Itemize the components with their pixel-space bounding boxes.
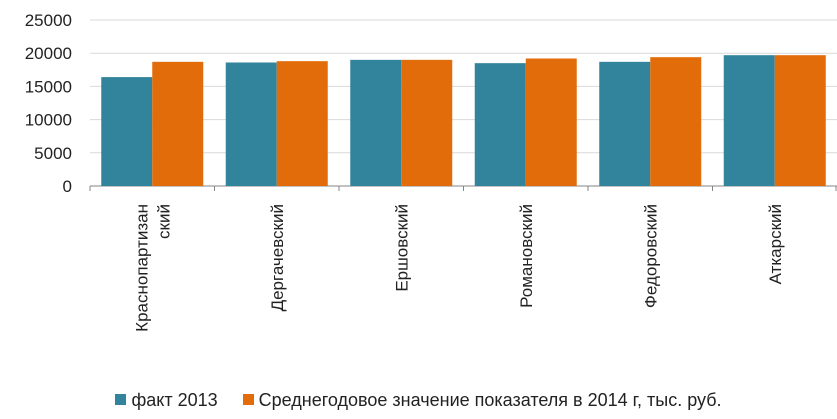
legend-item-average-2014: Среднегодовое значение показателя в 2014…: [242, 390, 722, 411]
y-tick-label: 25000: [25, 11, 72, 30]
bar: [401, 59, 453, 187]
bar: [599, 61, 651, 186]
bar: [650, 57, 702, 187]
bar: [152, 61, 204, 186]
bar: [101, 77, 153, 186]
x-tick-label: Аткарский: [766, 204, 785, 284]
legend-swatch-average-2014: [242, 394, 254, 405]
y-axis: 0 5000 10000 15000 20000 25000: [25, 11, 72, 196]
bar: [774, 55, 826, 186]
bar: [525, 58, 577, 186]
legend-label-fact-2013: факт 2013: [131, 390, 218, 410]
bar: [474, 63, 526, 186]
y-tick-label: 10000: [25, 111, 72, 130]
legend: факт 2013 Среднегодовое значение показат…: [0, 390, 837, 411]
x-tick-label: ский: [154, 204, 173, 239]
x-tick-label: Краснопартизан: [132, 204, 151, 332]
bar: [723, 55, 775, 186]
bar: [225, 62, 277, 186]
x-tick-label: Дергачевский: [268, 204, 287, 311]
legend-label-average-2014: Среднегодовое значение показателя в 2014…: [258, 390, 722, 410]
bars: [101, 55, 826, 187]
x-tick-label: Федоровский: [641, 204, 660, 308]
x-axis: Краснопартизан ский Дергачевский Ершовский Р…: [89, 186, 837, 332]
x-tick-label: Романовский: [517, 204, 536, 308]
y-tick-label: 20000: [25, 44, 72, 63]
legend-swatch-fact-2013: [115, 394, 127, 405]
bar: [350, 59, 402, 187]
bar: [276, 61, 328, 186]
x-tick-label: Ершовский: [392, 204, 411, 292]
y-tick-label: 5000: [34, 144, 72, 163]
y-tick-label: 15000: [25, 77, 72, 96]
legend-item-fact-2013: факт 2013: [115, 390, 218, 411]
y-tick-label: 0: [63, 177, 72, 196]
bar-chart: 0 5000 10000 15000 20000 25000 Краснопартизан…: [25, 11, 837, 332]
